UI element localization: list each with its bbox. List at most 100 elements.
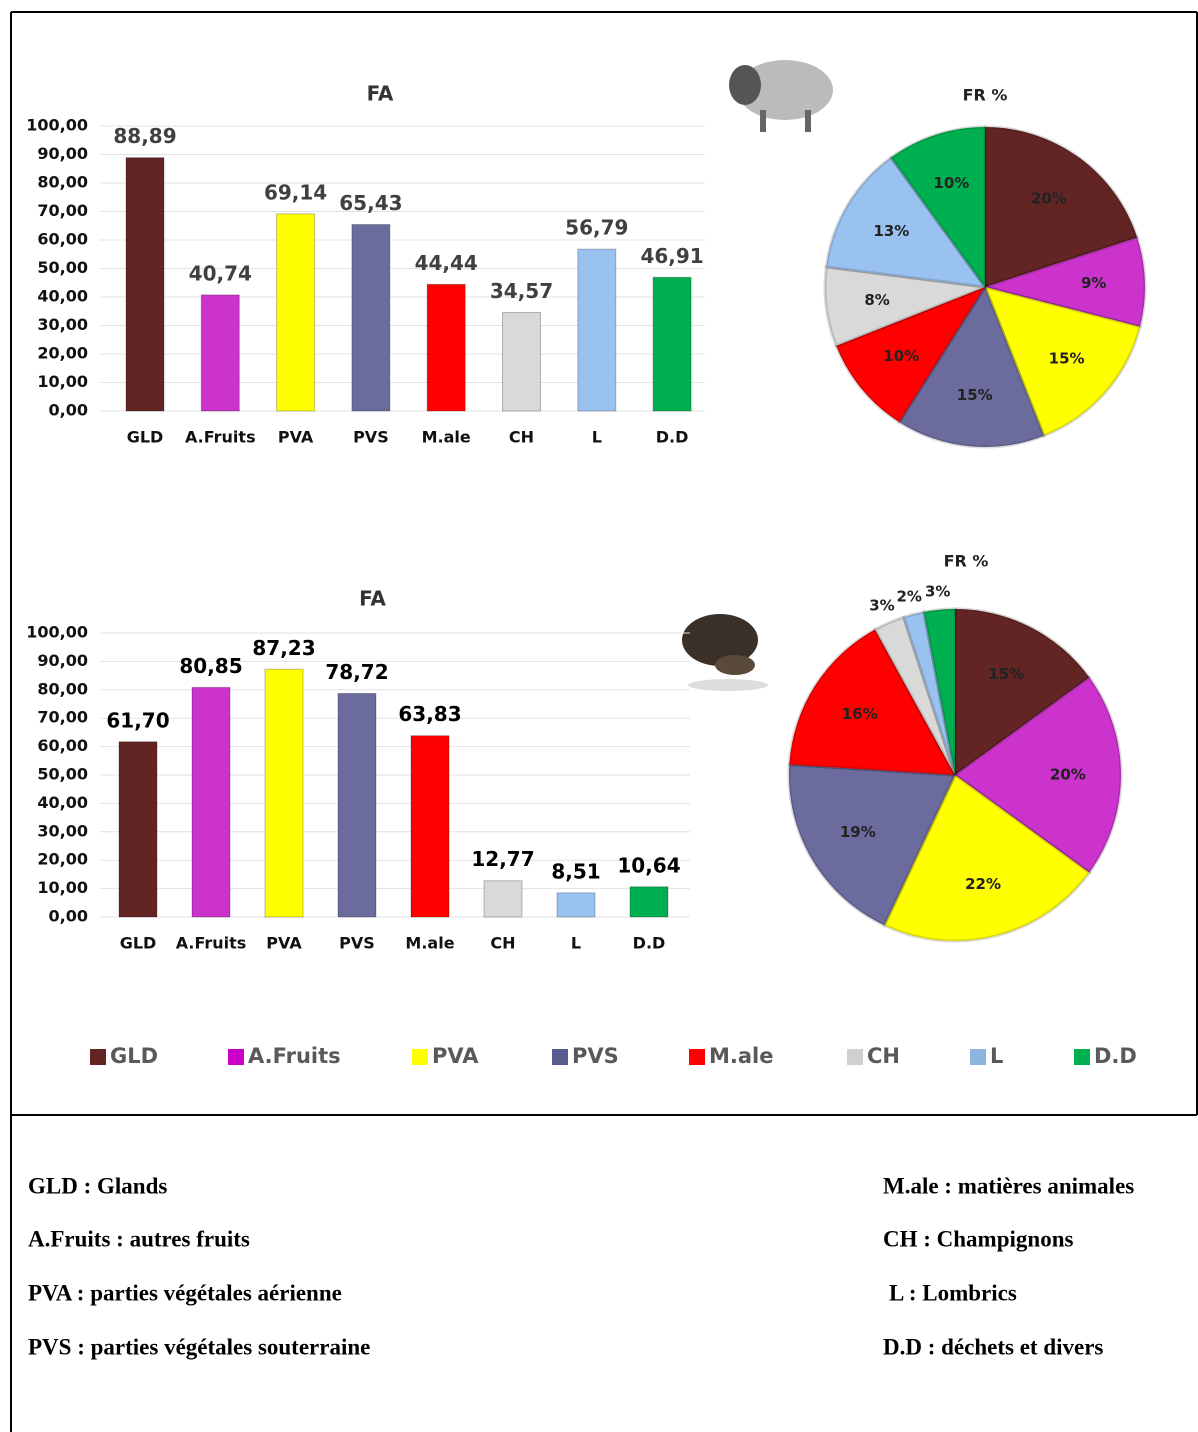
x-tick-label: PVA <box>266 934 302 953</box>
key-entry: GLD : Glands <box>28 1173 167 1198</box>
y-tick-label: 60,00 <box>37 736 88 755</box>
bar <box>337 692 377 918</box>
pie-slice <box>952 675 1123 875</box>
key-entry: PVS : parties végétales souterraine <box>28 1334 370 1359</box>
y-tick-label: 20,00 <box>37 344 88 363</box>
bar <box>652 276 692 412</box>
pie-slice <box>953 607 1092 778</box>
porcupine-icon <box>682 614 768 691</box>
y-tick-label: 90,00 <box>37 651 88 670</box>
legend-label: L <box>990 1044 1003 1068</box>
legend-swatch <box>1074 1049 1090 1065</box>
x-tick-label: PVA <box>278 428 314 447</box>
key-entry: A.Fruits : autres fruits <box>28 1226 250 1251</box>
value-label: 10% <box>933 174 969 192</box>
pie-slice <box>983 125 1140 290</box>
legend-label: PVS <box>572 1044 619 1068</box>
key-entry: L : Lombrics <box>889 1280 1017 1305</box>
key-entry: D.D : déchets et divers <box>883 1334 1103 1359</box>
value-label: 69,14 <box>264 180 327 204</box>
legend-swatch <box>689 1049 705 1065</box>
legend-label: CH <box>867 1044 900 1068</box>
chart-title: FA <box>367 82 394 106</box>
value-label: 22% <box>965 875 1001 893</box>
x-tick-label: D.D <box>633 934 666 953</box>
value-label: 20% <box>1031 189 1067 207</box>
y-tick-label: 10,00 <box>37 878 88 897</box>
value-label: 46,91 <box>640 244 703 268</box>
bar <box>556 892 596 918</box>
value-label: 56,79 <box>565 216 628 240</box>
value-label: 2% <box>897 587 922 605</box>
value-label: 20% <box>1050 766 1086 784</box>
value-label: 65,43 <box>339 191 402 215</box>
x-tick-label: A.Fruits <box>176 934 247 953</box>
bar <box>502 311 541 412</box>
key-entry: M.ale : matières animales <box>883 1173 1134 1198</box>
frame <box>10 11 1198 1432</box>
value-label: 15% <box>1049 349 1085 367</box>
value-label: 12,77 <box>471 847 534 871</box>
y-tick-label: 50,00 <box>37 258 88 277</box>
pie-slice <box>787 627 958 777</box>
y-tick-label: 60,00 <box>37 230 88 249</box>
value-label: 44,44 <box>415 251 478 275</box>
pie-slice <box>979 235 1147 329</box>
bar <box>191 686 231 918</box>
x-tick-label: M.ale <box>405 934 454 953</box>
chart-title: FR % <box>944 552 989 571</box>
bar <box>264 668 304 918</box>
legend-swatch <box>90 1049 106 1065</box>
value-label: 9% <box>1081 274 1106 292</box>
x-tick-label: D.D <box>656 428 689 447</box>
value-label: 15% <box>988 665 1024 683</box>
bar <box>410 735 450 918</box>
bar <box>118 741 158 918</box>
pie-slice <box>834 283 989 425</box>
value-label: 3% <box>925 582 950 600</box>
pie-slice <box>872 615 957 776</box>
value-label: 13% <box>873 222 909 240</box>
y-tick-label: 80,00 <box>37 679 88 698</box>
bar <box>629 886 669 918</box>
y-tick-label: 50,00 <box>37 765 88 784</box>
value-label: 88,89 <box>113 124 176 148</box>
x-tick-label: PVS <box>353 428 389 447</box>
y-tick-label: 0,00 <box>49 401 88 420</box>
y-tick-label: 40,00 <box>37 287 88 306</box>
legend-swatch <box>412 1049 428 1065</box>
bar <box>276 213 316 412</box>
legend-swatch <box>228 1049 244 1065</box>
pie-slice <box>982 284 1142 438</box>
value-label: 8,51 <box>551 859 600 883</box>
legend-swatch <box>847 1049 863 1065</box>
value-label: 3% <box>869 597 894 615</box>
value-label: 15% <box>957 386 993 404</box>
value-label: 80,85 <box>179 654 242 678</box>
value-label: 10% <box>883 347 919 365</box>
pie-slice <box>823 265 986 348</box>
y-tick-label: 10,00 <box>37 372 88 391</box>
bar <box>483 880 523 918</box>
legend-label: D.D <box>1094 1044 1137 1068</box>
pie-slice <box>922 607 957 776</box>
legend-swatch <box>552 1049 568 1065</box>
y-tick-label: 20,00 <box>37 850 88 869</box>
y-tick-label: 70,00 <box>37 201 88 220</box>
value-label: 19% <box>840 823 876 841</box>
y-tick-label: 80,00 <box>37 173 88 192</box>
pie-slice <box>888 125 987 292</box>
x-tick-label: L <box>571 934 581 953</box>
value-label: 10,64 <box>617 853 680 877</box>
pie-slice <box>897 283 1046 449</box>
value-label: 87,23 <box>252 636 315 660</box>
boar-icon <box>729 60 833 132</box>
pie-slice <box>787 762 958 928</box>
x-tick-label: PVS <box>339 934 375 953</box>
bar <box>125 157 165 412</box>
bar <box>426 283 466 412</box>
key-entry: CH : Champignons <box>883 1226 1073 1251</box>
y-tick-label: 70,00 <box>37 708 88 727</box>
pie-slice <box>882 772 1092 943</box>
